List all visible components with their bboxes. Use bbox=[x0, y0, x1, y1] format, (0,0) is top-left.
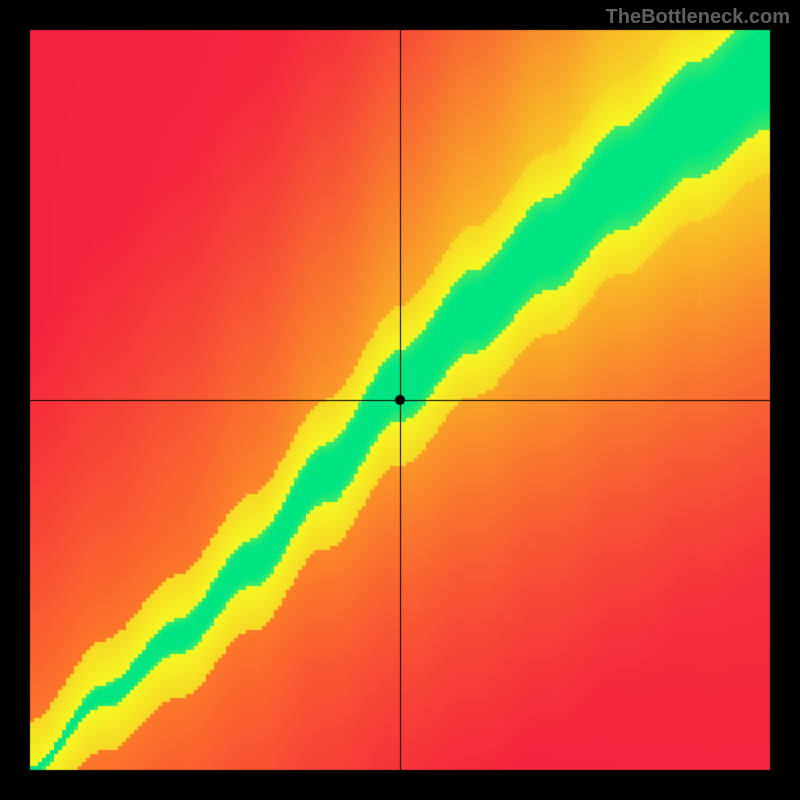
bottleneck-heatmap bbox=[0, 0, 800, 800]
chart-container: TheBottleneck.com bbox=[0, 0, 800, 800]
watermark-text: TheBottleneck.com bbox=[606, 6, 790, 29]
